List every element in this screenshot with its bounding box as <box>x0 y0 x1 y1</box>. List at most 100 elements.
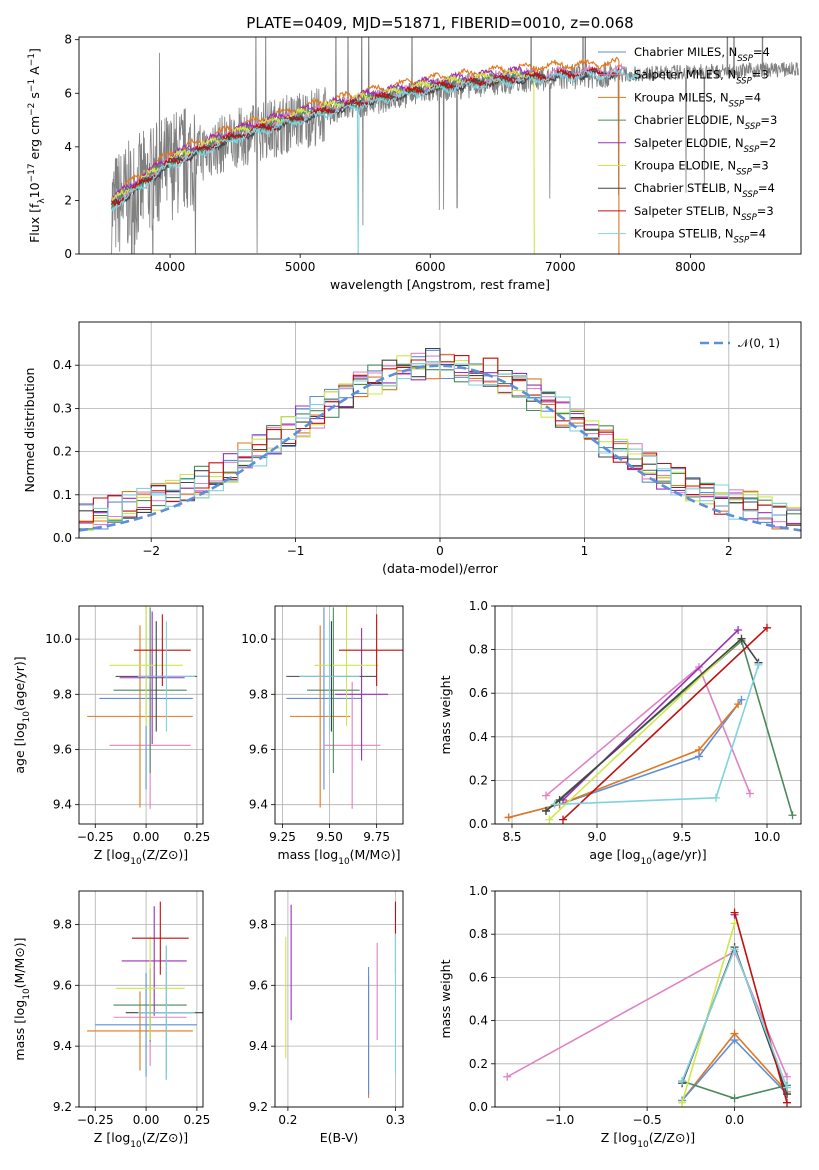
y-tick-label: 6 <box>64 86 72 100</box>
mass_vs_ebv-frame <box>274 890 404 1108</box>
y-tick-label: 0.6 <box>469 686 488 700</box>
legend-label: Chabrier STELIB, NSSP=4 <box>634 181 775 200</box>
y-tick-label: 9.8 <box>249 687 268 701</box>
series-marker <box>763 623 771 632</box>
series-marker <box>746 789 754 798</box>
label-part: (data-model)/error <box>382 561 499 576</box>
age_vs_mass-axes: 9.25 9.50 9.75 9.4 9.6 9.8 10.0 mass [log10(M/M… <box>241 605 404 867</box>
legend-label: Chabrier ELODIE, NSSP=3 <box>634 113 777 132</box>
spectrum-ylabel: Flux [fλ10−17 erg cm−2 s−1 A−1] <box>27 48 47 243</box>
legend-count: =3 <box>760 113 777 127</box>
legend-label: Salpeter MILES, NSSP=3 <box>634 68 769 87</box>
legend-count: =4 <box>753 45 770 59</box>
series-marker <box>545 815 554 824</box>
legend-sub: SSP <box>745 122 761 132</box>
residual_histogram-axes: −2 −1 0 1 2 0.0 0.1 0.2 0.3 0.4 (data-model)/error… <box>22 321 802 576</box>
label-part: log <box>12 1000 27 1019</box>
series-marker <box>783 1098 792 1107</box>
x-tick-label: 0 <box>436 544 444 558</box>
residual_histogram-marks <box>79 347 801 532</box>
label-subscript: 10 <box>338 857 350 867</box>
mass_vs_ebv-marks <box>285 901 397 1098</box>
x-tick-label: 7000 <box>545 260 576 274</box>
y-tick-label: 0.0 <box>469 817 488 831</box>
spectrum-xlabel: wavelength [Angstrom, rest frame] <box>330 277 550 292</box>
legend-label: 𝒩(0, 1) <box>738 336 780 350</box>
y-tick-label: 0 <box>64 247 72 261</box>
y-tick-label: 0.2 <box>53 445 72 459</box>
label-subscript: 10 <box>22 988 32 1000</box>
gaussian-reference-curve <box>79 364 801 532</box>
label-part: log <box>618 1130 637 1145</box>
x-tick-label: 0.2 <box>278 1113 297 1127</box>
label-part: E(B-V) <box>320 1130 359 1145</box>
x-tick-label: −2 <box>142 544 160 558</box>
series-marker <box>712 793 720 802</box>
spectrum-frame <box>78 36 802 255</box>
y-tick-label: 9.6 <box>249 978 268 992</box>
label-subscript: 10 <box>130 1140 142 1150</box>
legend-count: =3 <box>752 159 769 173</box>
series-marker <box>730 1036 739 1045</box>
series-marker <box>695 745 703 754</box>
massweight_vs_age-ylabel: mass weight <box>438 675 453 754</box>
series-line-salpeter-miles <box>545 665 751 797</box>
hist-legend: 𝒩(0, 1) <box>700 336 780 350</box>
series-marker <box>504 813 513 822</box>
label-part: −1 <box>27 53 37 66</box>
y-tick-label: 0.0 <box>53 531 72 545</box>
label-subscript: 10 <box>637 1140 649 1150</box>
massweight_vs_Z-ylabel: mass weight <box>438 959 453 1038</box>
legend-model: Salpeter ELODIE, N <box>634 136 744 150</box>
y-tick-label: 9.4 <box>53 798 72 812</box>
residual_histogram-frame <box>78 321 802 539</box>
legend-sub: SSP <box>737 54 753 64</box>
y-tick-label: 2 <box>64 193 72 207</box>
label-part: (Z/Z⊙)] <box>142 847 188 862</box>
label-part: age [ <box>589 847 621 862</box>
age_vs_mass-marks <box>286 606 403 809</box>
x-tick-label: 2 <box>725 544 733 558</box>
x-tick-label: −0.5 <box>633 1113 662 1127</box>
label-part: ] <box>27 48 42 53</box>
legend-count: =2 <box>759 136 776 150</box>
label-part: −2 <box>27 103 37 116</box>
label-part: wavelength [Angstrom, rest frame] <box>330 277 550 292</box>
label-part: (Z/Z⊙)] <box>142 1130 188 1145</box>
legend-count: =3 <box>757 204 774 218</box>
legend-sub: SSP <box>729 99 745 109</box>
y-tick-label: 9.6 <box>249 742 268 756</box>
series-marker <box>783 1072 792 1081</box>
series-line-kroupa-stelib <box>554 664 760 806</box>
y-tick-label: 0.2 <box>469 1057 488 1071</box>
legend-count: =4 <box>744 90 761 104</box>
series-marker <box>754 660 763 669</box>
series-marker <box>737 695 746 704</box>
label-subscript: 10 <box>130 857 142 867</box>
y-tick-label: 0.3 <box>53 401 72 415</box>
residual_histogram-ylabel: Normed distribution <box>22 368 37 493</box>
legend-sub: SSP <box>736 168 752 178</box>
legend-sub: SSP <box>734 236 750 246</box>
label-part: mass weight <box>438 959 453 1038</box>
y-tick-label: 0.1 <box>53 488 72 502</box>
series-marker <box>555 796 564 805</box>
x-tick-label: 9.75 <box>363 830 390 844</box>
label-part: age [ <box>12 742 27 774</box>
age_vs_Z-frame <box>78 605 204 825</box>
mass_vs_Z-frame <box>78 890 204 1108</box>
label-subscript: 10 <box>22 711 32 723</box>
series-marker <box>783 1083 792 1092</box>
x-tick-label: 0.00 <box>133 1113 160 1127</box>
label-part: Z [ <box>94 847 111 862</box>
x-tick-label: 9.50 <box>316 830 343 844</box>
label-part: mass [ <box>277 847 319 862</box>
legend-label: Salpeter STELIB, NSSP=3 <box>634 204 774 223</box>
legend-model: Chabrier MILES, N <box>634 45 737 59</box>
spectrum-axes: 4000 5000 6000 7000 8000 0 2 4 6 8 wavelength [Ang… <box>27 33 802 292</box>
legend-sub: SSP <box>742 190 758 200</box>
legend-label: Chabrier MILES, NSSP=4 <box>634 45 770 64</box>
label-part: Flux [f <box>27 203 42 243</box>
label-part: 10 <box>27 182 42 198</box>
